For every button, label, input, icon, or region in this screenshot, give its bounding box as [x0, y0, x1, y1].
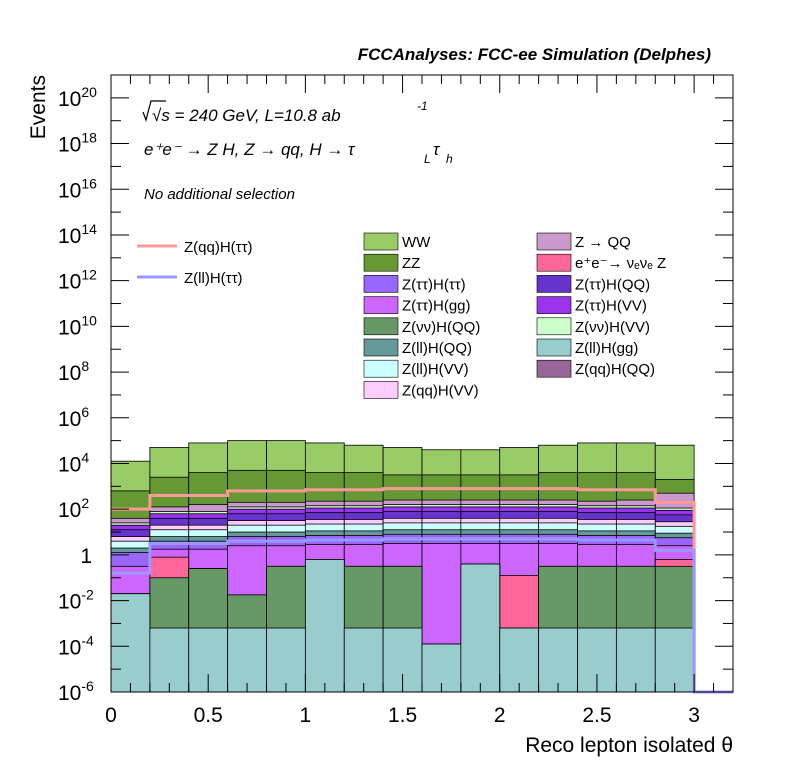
stacked-bars [110, 440, 695, 693]
legend-label-ww: WW [402, 234, 431, 251]
y-tick-label: 104 [58, 449, 89, 476]
legend-swatch-e-e-z [536, 253, 572, 272]
bar-z-ll-h-gg-bin-3 [227, 627, 267, 693]
y-tick-label: 1020 [58, 84, 97, 111]
legend-label-z-ll-h-vv: Z(ll)H(VV) [402, 361, 469, 378]
y-tick-label: 1016 [58, 175, 97, 202]
y-tick-label: 1012 [58, 267, 97, 294]
y-axis-ticks: 10-6 10-4 10-2 1 102 104 106 108 1010 1012 1014 101… [58, 74, 733, 705]
legend-swatch-z-h-vv [536, 317, 572, 336]
legend-label-e-e-z: e⁺e⁻→ νₑνₑ Z [575, 255, 666, 272]
bar-z-ll-h-gg-bin-1 [149, 627, 190, 693]
x-tick-label: 3 [688, 704, 700, 727]
chart-title: FCCAnalyses: FCC-ee Simulation (Delphes) [358, 45, 712, 64]
bar-z-ll-h-gg-bin-5 [304, 559, 345, 693]
x-tick-label: 0.5 [194, 704, 223, 727]
legend-label-z-h-qq: Z(ττ)H(QQ) [575, 276, 650, 293]
legend-swatch-z-ll-h-qq [363, 338, 399, 357]
legend-swatch-z-qq [536, 232, 572, 251]
selection-annotation: No additional selection [144, 186, 295, 203]
legend-label-z-qq-h-vv: Z(qq)H(VV) [402, 382, 479, 399]
energy-annotation: √s = 240 GeV, L=10.8 ab -1 [142, 99, 428, 125]
legend-label-z-h-vv: Z(ττ)H(VV) [575, 298, 647, 315]
y-tick-label: 108 [58, 358, 89, 385]
bar-z-ll-h-gg-bin-14 [654, 627, 695, 693]
x-tick-label: 2 [494, 704, 506, 727]
legend-swatch-z-ll-h-gg [536, 338, 572, 357]
legend-swatch-z-h-gg [363, 296, 399, 314]
energy-lumi-text: √s = 240 GeV, L=10.8 ab [152, 106, 341, 125]
legend-label-z-qq-h-qq: Z(qq)H(QQ) [575, 361, 655, 378]
legend-swatch-z-h-qq [536, 275, 572, 293]
legend-label-z-h: Z(ττ)H(ττ) [402, 276, 466, 293]
sqrt-symbol [142, 100, 166, 122]
legend-label-z-h-qq: Z(νν)H(QQ) [402, 319, 480, 336]
signal-line-z-ll-h [111, 537, 733, 694]
y-tick-label: 1010 [58, 312, 97, 339]
x-tick-label: 1.5 [388, 704, 417, 727]
legend-swatch-z-h-vv [536, 296, 572, 314]
signal-lines [111, 487, 733, 694]
y-axis-label: Events [27, 75, 50, 139]
legend-label-z-qq-h: Z(qq)H(ττ) [184, 239, 253, 256]
legend-label-z-h-gg: Z(ττ)H(gg) [402, 298, 471, 315]
legend-label-z-ll-h-qq: Z(ll)H(QQ) [402, 340, 472, 357]
process-text: e⁺e⁻ → Z H, Z → qq, H → τ [144, 140, 356, 159]
lumi-exponent: -1 [417, 99, 428, 113]
y-tick-label: 10-2 [58, 587, 94, 614]
x-tick-label: 1 [300, 704, 312, 727]
bar-z-ll-h-gg-bin-4 [266, 627, 306, 693]
legend-backgrounds: WW Z → QQ ZZ e⁺e⁻→ νₑνₑ Z Z(ττ)H(ττ) Z(ττ)H(Q… [363, 232, 666, 399]
process-tau2: τ [433, 140, 441, 159]
legend-label-z-ll-h: Z(ll)H(ττ) [184, 270, 243, 287]
legend-swatch-z-ll-h-vv [363, 359, 399, 378]
y-tick-label: 10-6 [58, 678, 94, 705]
legend-swatch-z-h [363, 275, 399, 293]
x-axis-ticks: 0 0.5 1 1.5 2 2.5 3 [105, 75, 734, 727]
x-axis-label: Reco lepton isolated θ [525, 734, 733, 757]
bar-z-ll-h-gg-bin-13 [615, 627, 656, 693]
y-tick-label: 10-4 [58, 632, 94, 659]
bar-z-ll-h-gg-bin-10 [499, 627, 540, 693]
y-tick-label: 1014 [58, 221, 97, 248]
bar-z-ll-h-gg-bin-0 [110, 593, 151, 693]
legend-label-zz: ZZ [402, 255, 420, 272]
legend-swatch-z-qq-h-qq [536, 359, 572, 378]
legend-label-z-ll-h-gg: Z(ll)H(gg) [575, 340, 638, 357]
legend-label-z-qq: Z → QQ [575, 234, 631, 251]
process-annotation: e⁺e⁻ → Z H, Z → qq, H → τ L τ h [144, 140, 453, 166]
y-tick-label: 106 [58, 404, 89, 431]
y-tick-label: 1 [80, 545, 92, 568]
bar-z-ll-h-gg-bin-9 [460, 563, 501, 693]
legend-swatch-z-h-qq [363, 317, 399, 336]
x-tick-label: 0 [105, 704, 117, 727]
process-sub-h: h [446, 152, 453, 166]
y-tick-label: 1018 [58, 130, 97, 157]
bar-z-ll-h-gg-bin-11 [538, 627, 578, 693]
process-sub-l: L [424, 152, 431, 166]
legend-swatch-z-qq-h-vv [363, 381, 399, 399]
legend-signals: Z(qq)H(ττ) Z(ll)H(ττ) [137, 239, 253, 287]
x-tick-label: 2.5 [582, 704, 611, 727]
legend-swatch-zz [363, 253, 399, 272]
y-tick-label: 102 [58, 495, 89, 522]
signal-line-z-qq-h [111, 487, 733, 694]
legend-label-z-h-vv: Z(νν)H(VV) [575, 319, 650, 336]
legend-swatch-ww [363, 232, 399, 251]
bar-z-ll-h-gg-bin-6 [343, 627, 384, 693]
